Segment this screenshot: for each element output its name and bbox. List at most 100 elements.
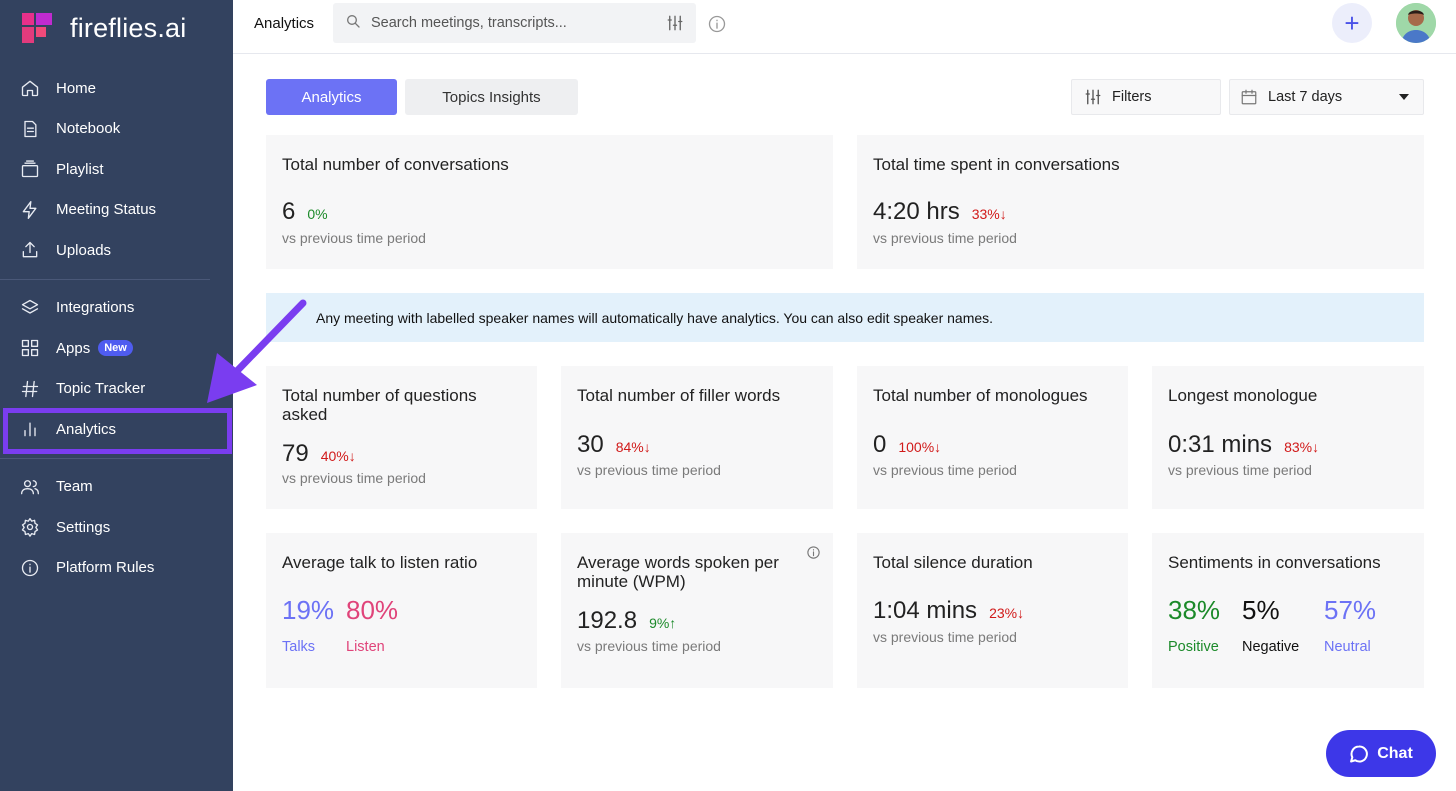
info-icon[interactable] xyxy=(707,14,727,39)
metric-delta: 40%↓ xyxy=(320,448,356,464)
metric-value: 6 xyxy=(282,198,296,225)
metric-value-row: 192.8 9%↑ xyxy=(577,607,676,635)
card-title: Average talk to listen ratio xyxy=(282,553,478,572)
bar-chart-icon xyxy=(20,419,40,439)
sidebar-item-meeting-status[interactable]: Meeting Status xyxy=(0,190,233,231)
tab-analytics[interactable]: Analytics xyxy=(266,79,397,115)
comparison-note: vs previous time period xyxy=(873,462,1017,478)
sidebar-item-notebook[interactable]: Notebook xyxy=(0,109,233,150)
fireflies-logo-icon xyxy=(20,11,54,45)
metric-delta: 100%↓ xyxy=(898,439,942,455)
comparison-note: vs previous time period xyxy=(577,638,721,654)
questions-card: Total number of questions asked 79 40%↓ … xyxy=(266,366,537,509)
filters-button[interactable]: Filters xyxy=(1071,79,1221,115)
layers-icon xyxy=(20,298,40,318)
neutral-label: Neutral xyxy=(1324,639,1371,655)
sidebar-item-topic-tracker[interactable]: Topic Tracker xyxy=(0,369,233,410)
sidebar-item-label: Home xyxy=(56,79,97,97)
talk-listen-card: Average talk to listen ratio 19% 80% Tal… xyxy=(266,533,537,688)
sidebar-item-label: Playlist xyxy=(56,160,104,178)
comparison-note: vs previous time period xyxy=(282,230,426,246)
metric-value-row: 79 40%↓ xyxy=(282,440,356,468)
add-button[interactable]: + xyxy=(1332,3,1372,43)
metric-value-row: 30 84%↓ xyxy=(577,431,651,459)
team-icon xyxy=(20,477,40,497)
metric-delta: 33%↓ xyxy=(971,206,1007,222)
card-title: Total time spent in conversations xyxy=(873,155,1120,174)
info-icon xyxy=(20,558,40,578)
silence-card: Total silence duration 1:04 mins 23%↓ vs… xyxy=(857,533,1128,688)
positive-value: 38% xyxy=(1168,595,1221,625)
conversations-card: Total number of conversations 6 0% vs pr… xyxy=(266,135,833,269)
card-title: Total number of monologues xyxy=(873,386,1088,405)
avatar[interactable] xyxy=(1396,3,1436,43)
calendar-icon xyxy=(1240,88,1258,106)
metric-value: 30 xyxy=(577,431,604,458)
sidebar-item-apps[interactable]: Apps New xyxy=(0,328,233,369)
lightning-icon xyxy=(20,200,40,220)
card-title: Average words spoken per minute (WPM) xyxy=(577,553,779,591)
brand-logo[interactable]: fireflies.ai xyxy=(20,11,186,45)
filter-sliders-icon xyxy=(1084,88,1102,106)
longest-monologue-card: Longest monologue 0:31 mins 83%↓ vs prev… xyxy=(1152,366,1424,509)
search-icon xyxy=(345,13,361,34)
card-title: Total number of conversations xyxy=(282,155,509,174)
gear-icon xyxy=(20,517,40,538)
annotation-arrow-icon xyxy=(207,299,307,403)
positive-label: Positive xyxy=(1168,639,1219,655)
sidebar-item-home[interactable]: Home xyxy=(0,68,233,109)
metric-value-row: 0 100%↓ xyxy=(873,431,941,459)
filters-label: Filters xyxy=(1112,89,1152,105)
metric-value-row: 1:04 mins 23%↓ xyxy=(873,597,1024,625)
sidebar-item-label: Settings xyxy=(56,518,111,536)
comparison-note: vs previous time period xyxy=(577,462,721,478)
chat-button[interactable]: Chat xyxy=(1326,730,1436,777)
metric-delta: 0% xyxy=(307,206,328,222)
user-avatar-icon xyxy=(1396,3,1436,43)
sidebar-item-team[interactable]: Team xyxy=(0,467,233,508)
tab-topics-insights[interactable]: Topics Insights xyxy=(405,79,578,115)
page-title: Analytics xyxy=(254,15,315,32)
sidebar: fireflies.ai Home Notebook Playlist Meet… xyxy=(0,0,233,791)
filler-words-card: Total number of filler words 30 84%↓ vs … xyxy=(561,366,833,509)
negative-value: 5% xyxy=(1242,595,1280,625)
hash-icon xyxy=(20,379,40,399)
sidebar-item-settings[interactable]: Settings xyxy=(0,507,233,548)
upload-icon xyxy=(20,240,40,260)
info-icon[interactable] xyxy=(806,545,821,565)
plus-icon: + xyxy=(1344,7,1360,38)
sentiments-card: Sentiments in conversations 38% 5% 57% P… xyxy=(1152,533,1424,688)
brand-name: fireflies.ai xyxy=(70,12,187,43)
card-title: Longest monologue xyxy=(1168,386,1318,405)
metric-value-row: 4:20 hrs 33%↓ xyxy=(873,198,1007,226)
sidebar-item-integrations[interactable]: Integrations xyxy=(0,288,233,329)
home-icon xyxy=(20,78,40,98)
sidebar-item-label: Apps xyxy=(56,339,91,357)
sidebar-item-uploads[interactable]: Uploads xyxy=(0,230,233,271)
date-range-value: Last 7 days xyxy=(1268,89,1343,105)
metric-value-row: 6 0% xyxy=(282,198,328,226)
time-spent-card: Total time spent in conversations 4:20 h… xyxy=(857,135,1424,269)
negative-label: Negative xyxy=(1242,639,1300,655)
sidebar-item-platform-rules[interactable]: Platform Rules xyxy=(0,548,233,589)
metric-value-row: 0:31 mins 83%↓ xyxy=(1168,431,1319,459)
sidebar-item-analytics[interactable]: Analytics xyxy=(0,408,233,454)
metric-value: 192.8 xyxy=(577,607,638,634)
search-filter-icon[interactable] xyxy=(666,14,684,37)
search-input[interactable] xyxy=(371,15,641,31)
sidebar-divider xyxy=(0,278,210,280)
metric-value: 0:31 mins xyxy=(1168,431,1273,458)
card-title: Sentiments in conversations xyxy=(1168,553,1381,572)
listen-value: 80% xyxy=(346,595,399,625)
sidebar-item-playlist[interactable]: Playlist xyxy=(0,149,233,190)
metric-value: 0 xyxy=(873,431,887,458)
search-bar[interactable] xyxy=(333,3,696,43)
wpm-card: Average words spoken per minute (WPM) 19… xyxy=(561,533,833,688)
comparison-note: vs previous time period xyxy=(873,230,1017,246)
sidebar-item-label: Uploads xyxy=(56,241,112,259)
date-range-select[interactable]: Last 7 days xyxy=(1229,79,1424,115)
metric-delta: 9%↑ xyxy=(649,615,677,631)
sidebar-item-label: Analytics xyxy=(56,420,117,438)
sidebar-item-label: Notebook xyxy=(56,120,121,138)
new-badge: New xyxy=(98,340,133,357)
